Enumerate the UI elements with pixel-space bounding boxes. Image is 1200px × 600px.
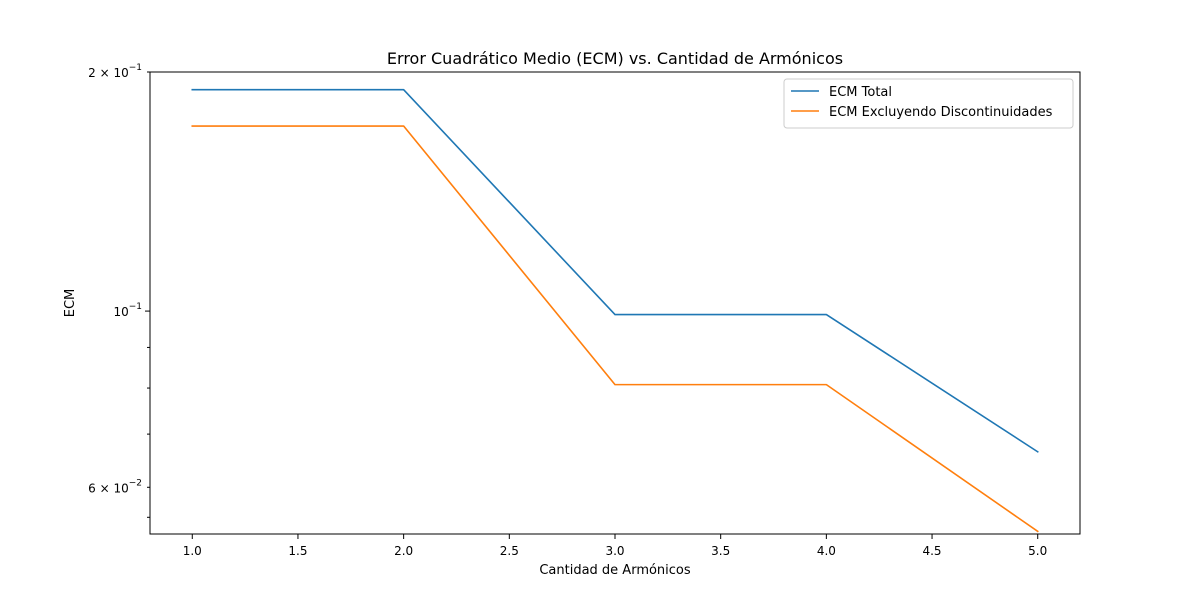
y-tick-label-base: 10	[113, 305, 128, 319]
y-tick-label: 2 × 10−1	[88, 63, 142, 80]
legend-box	[783, 78, 1074, 129]
x-axis-label: Cantidad de Armónicos	[539, 563, 691, 578]
y-tick-label: 10−1	[113, 302, 142, 319]
x-tick-label: 5.0	[1028, 544, 1047, 558]
y-tick-label-exponent: −1	[129, 302, 142, 312]
y-axis: 10−16 × 10−22 × 10−1	[88, 63, 150, 518]
x-tick-label: 1.5	[288, 544, 307, 558]
y-axis-label: ECM	[63, 289, 78, 318]
legend: ECM Total ECM Excluyendo Discontinuidades	[783, 78, 1074, 129]
x-tick-label: 4.0	[817, 544, 836, 558]
legend-label: ECM Total	[829, 85, 892, 100]
x-tick-label: 3.0	[605, 544, 624, 558]
x-axis: 1.0 1.5 2.0 2.5 3.0 3.5 4.0 4.5 5.0	[183, 534, 1047, 558]
y-tick-label-exponent: −1	[129, 63, 142, 73]
x-tick-label: 2.0	[394, 544, 413, 558]
y-tick-label-base: 6 × 10	[88, 481, 129, 495]
chart-title: Error Cuadrático Medio (ECM) vs. Cantida…	[387, 49, 843, 68]
y-tick-label: 6 × 10−2	[88, 478, 142, 495]
y-tick-label-base: 2 × 10	[88, 66, 129, 80]
series-line-ecm-excluyendo-discontinuidades	[191, 125, 1039, 533]
x-tick-label: 4.5	[922, 544, 941, 558]
legend-label: ECM Excluyendo Discontinuidades	[829, 105, 1053, 120]
x-tick-label: 1.0	[183, 544, 202, 558]
series-line-ecm-total	[191, 88, 1039, 453]
y-tick-label-exponent: −2	[129, 478, 142, 488]
series-group	[191, 88, 1039, 533]
x-tick-label: 3.5	[711, 544, 730, 558]
x-tick-label: 2.5	[500, 544, 519, 558]
